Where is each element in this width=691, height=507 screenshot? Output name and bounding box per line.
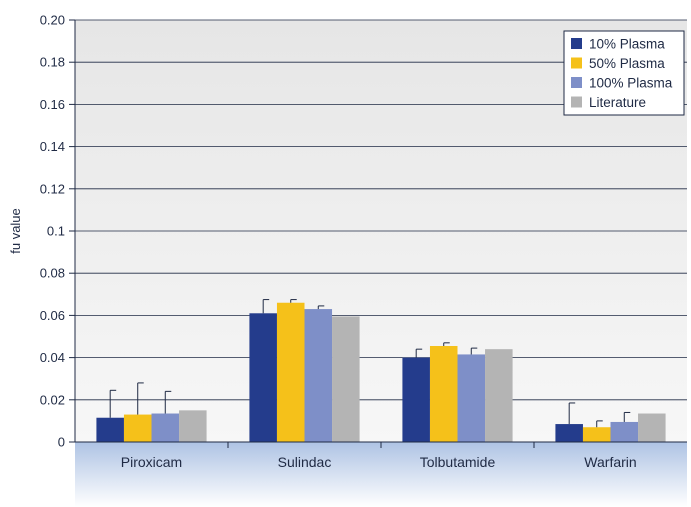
- y-tick-label: 0.14: [40, 139, 65, 154]
- bar-sulindac-2: [304, 309, 333, 442]
- category-label: Sulindac: [278, 454, 332, 470]
- bar-warfarin-0: [555, 424, 583, 442]
- legend-swatch: [571, 38, 582, 49]
- bar-warfarin-3: [638, 413, 666, 442]
- legend-label: Literature: [589, 95, 646, 110]
- y-tick-label: 0.04: [40, 350, 65, 365]
- y-tick-labels: 0 0.02 0.04 0.06 0.08 0.1 0.12 0.14 0.16 0.18 0.20: [40, 13, 65, 450]
- bars: [96, 299, 666, 442]
- legend-swatch: [571, 96, 582, 108]
- legend-label: 10% Plasma: [589, 37, 665, 52]
- category-label: Tolbutamide: [420, 454, 496, 470]
- y-tick-label: 0.02: [40, 392, 65, 407]
- bar-tolbutamide-3: [485, 349, 513, 442]
- bar-tolbutamide-2: [457, 354, 486, 442]
- legend-swatch: [571, 57, 582, 69]
- y-tick-label: 0: [58, 435, 65, 450]
- bar-warfarin-2: [610, 421, 639, 442]
- bar-tolbutamide-1: [429, 345, 458, 442]
- bar-sulindac-3: [332, 316, 360, 442]
- legend-label: 50% Plasma: [589, 56, 665, 71]
- legend-swatch: [571, 77, 582, 88]
- bar-warfarin-1: [582, 427, 611, 442]
- y-tick-label: 0.16: [40, 97, 65, 112]
- y-tick-label: 0.18: [40, 55, 65, 70]
- category-band: [75, 442, 687, 507]
- y-tick-label: 0.1: [47, 224, 65, 239]
- category-label: Piroxicam: [121, 454, 182, 470]
- bar-tolbutamide-0: [402, 357, 430, 442]
- y-tick-label: 0.12: [40, 181, 65, 196]
- gridlines: [69, 19, 687, 443]
- legend-box: [563, 30, 685, 116]
- y-tick-label: 0.08: [40, 266, 65, 281]
- category-label: Warfarin: [584, 454, 636, 470]
- bar-sulindac-1: [276, 302, 305, 442]
- category-labels: Piroxicam Sulindac Tolbutamide Warfarin: [121, 442, 637, 470]
- legend-label: 100% Plasma: [589, 76, 673, 91]
- bar-piroxicam-2: [151, 413, 180, 442]
- legend: 10% Plasma 50% Plasma 100% Plasma Literatur…: [563, 30, 685, 116]
- bar-piroxicam-0: [96, 417, 124, 442]
- y-axis-label: fu value: [8, 208, 23, 254]
- y-tick-label: 0.06: [40, 308, 65, 323]
- y-tick-label: 0.20: [40, 13, 65, 28]
- bar-sulindac-0: [249, 313, 277, 442]
- bar-piroxicam-3: [179, 410, 207, 442]
- bar-piroxicam-1: [123, 414, 152, 442]
